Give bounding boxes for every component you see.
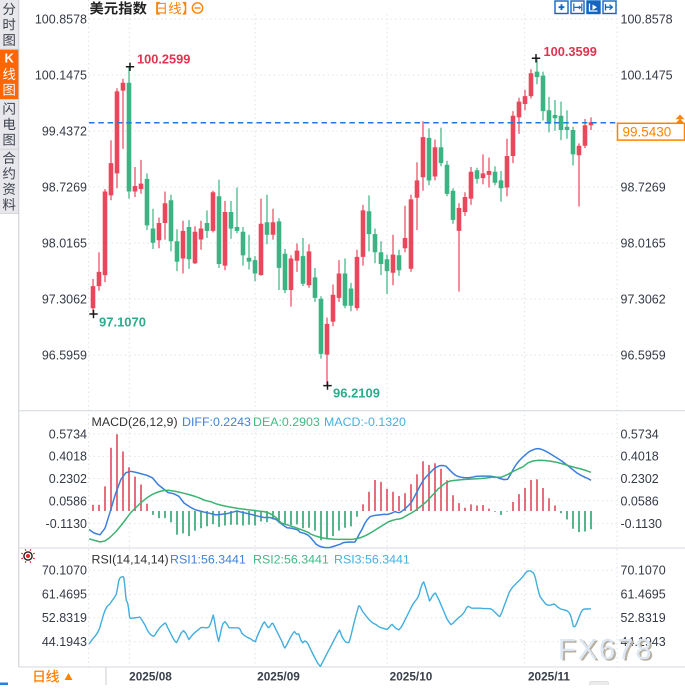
svg-text:44.1943: 44.1943 <box>42 635 87 649</box>
svg-text:97.3062: 97.3062 <box>621 292 666 306</box>
svg-text:0.0586: 0.0586 <box>49 495 87 509</box>
svg-text:RSI3:56.3441: RSI3:56.3441 <box>334 553 410 567</box>
svg-text:100.8578: 100.8578 <box>621 12 673 26</box>
svg-text:98.7269: 98.7269 <box>621 180 666 194</box>
svg-text:44.1943: 44.1943 <box>621 635 666 649</box>
svg-text:70.1070: 70.1070 <box>42 564 87 578</box>
svg-text:2025/11: 2025/11 <box>528 670 570 684</box>
svg-text:MACD:-0.1320: MACD:-0.1320 <box>324 415 406 429</box>
svg-text:0.0586: 0.0586 <box>621 495 659 509</box>
svg-text:0.5734: 0.5734 <box>49 427 87 441</box>
svg-text:2025/09: 2025/09 <box>257 670 300 684</box>
svg-text:100.2599: 100.2599 <box>137 51 190 66</box>
svg-text:-0.1130: -0.1130 <box>621 517 663 531</box>
svg-text:K: K <box>5 51 15 66</box>
svg-text:61.4695: 61.4695 <box>42 587 87 601</box>
svg-text:97.3062: 97.3062 <box>42 292 87 306</box>
svg-text:99.5430: 99.5430 <box>623 125 672 140</box>
svg-text:52.8319: 52.8319 <box>42 611 87 625</box>
svg-text:FX678: FX678 <box>560 636 655 668</box>
svg-text:96.5959: 96.5959 <box>42 348 87 362</box>
svg-text:96.5959: 96.5959 <box>621 348 666 362</box>
svg-text:DEA:0.2903: DEA:0.2903 <box>253 415 320 429</box>
svg-text:100.3599: 100.3599 <box>544 44 597 59</box>
svg-text:61.4695: 61.4695 <box>621 587 666 601</box>
svg-text:MACD(26,12,9): MACD(26,12,9) <box>92 415 178 429</box>
svg-text:0.2302: 0.2302 <box>49 472 87 486</box>
svg-text:100.1475: 100.1475 <box>621 68 673 82</box>
svg-text:0.4018: 0.4018 <box>49 450 87 464</box>
svg-text:2025/08: 2025/08 <box>129 670 172 684</box>
svg-text:98.0165: 98.0165 <box>42 236 87 250</box>
svg-text:52.8319: 52.8319 <box>621 611 666 625</box>
svg-text:99.4372: 99.4372 <box>42 124 87 138</box>
svg-text:RSI(14,14,14): RSI(14,14,14) <box>92 553 169 567</box>
svg-text:FX678: FX678 <box>558 634 653 666</box>
svg-text:98.0165: 98.0165 <box>621 236 666 250</box>
svg-text:0.5734: 0.5734 <box>621 427 659 441</box>
svg-text:DIFF:0.2243: DIFF:0.2243 <box>182 415 251 429</box>
svg-text:-0.1130: -0.1130 <box>46 517 88 531</box>
svg-text:RSI1:56.3441: RSI1:56.3441 <box>170 553 246 567</box>
svg-text:RSI2:56.3441: RSI2:56.3441 <box>253 553 329 567</box>
svg-text:0.4018: 0.4018 <box>621 450 659 464</box>
svg-text:97.1070: 97.1070 <box>99 315 146 330</box>
svg-text:100.1475: 100.1475 <box>35 68 87 82</box>
svg-text:96.2109: 96.2109 <box>333 385 380 400</box>
svg-text:98.7269: 98.7269 <box>42 180 87 194</box>
svg-text:0.2302: 0.2302 <box>621 472 659 486</box>
svg-text:100.8578: 100.8578 <box>35 12 87 26</box>
svg-text:70.1070: 70.1070 <box>621 564 666 578</box>
svg-text:2025/10: 2025/10 <box>390 670 433 684</box>
